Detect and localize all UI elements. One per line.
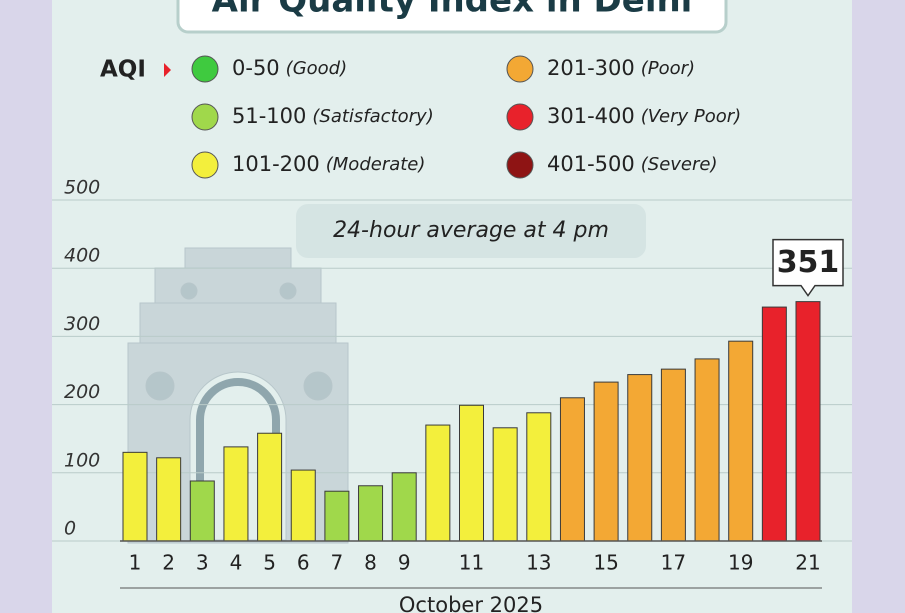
x-tick-label: 17 <box>661 551 686 575</box>
legend-label: (Poor) <box>641 58 695 79</box>
legend-range: 0-50 <box>232 56 280 80</box>
x-tick-label: 9 <box>398 551 411 575</box>
bar <box>593 381 619 542</box>
bar <box>223 446 249 542</box>
x-tick-label: 3 <box>196 551 209 575</box>
y-tick-label: 0 <box>64 518 76 540</box>
bar <box>358 485 384 542</box>
legend-swatch <box>191 151 219 179</box>
bar <box>559 397 585 542</box>
legend-swatch <box>191 55 219 83</box>
x-tick-label: 1 <box>129 551 142 575</box>
x-tick-label: 7 <box>331 551 344 575</box>
bar <box>492 427 518 542</box>
bar <box>459 404 484 542</box>
x-tick-label: 8 <box>364 551 377 575</box>
legend-swatch <box>506 103 534 131</box>
bar <box>391 472 417 542</box>
x-tick-label: 11 <box>459 551 484 575</box>
x-tick-label: 6 <box>297 551 310 575</box>
legend-entry: 101-200 (Moderate) <box>232 152 425 176</box>
bar <box>324 490 350 542</box>
y-tick-label: 500 <box>64 177 100 199</box>
legend-entry: 51-100 (Satisfactory) <box>232 104 434 128</box>
y-tick-label: 300 <box>64 313 100 335</box>
bar <box>795 301 821 542</box>
legend-title: AQI <box>100 57 146 83</box>
y-tick-label: 200 <box>64 381 100 403</box>
legend-arrow <box>164 63 171 77</box>
bar <box>660 368 686 542</box>
annotation-box <box>296 204 646 258</box>
legend-range: 101-200 <box>232 152 320 176</box>
bar <box>425 424 451 542</box>
legend-swatch <box>191 103 219 131</box>
x-tick-label: 15 <box>593 551 618 575</box>
annotation: 24-hour average at 4 pm <box>333 218 609 243</box>
x-tick-label: 4 <box>230 551 243 575</box>
x-tick-label: 13 <box>526 551 551 575</box>
x-axis-label: October 2025 <box>399 593 543 613</box>
legend-range: 51-100 <box>232 104 306 128</box>
bar <box>156 457 182 542</box>
legend-swatch <box>506 151 534 179</box>
bar <box>694 358 720 542</box>
x-tick-label: 19 <box>728 551 753 575</box>
legend-range: 401-500 <box>547 152 635 176</box>
bar <box>728 340 754 542</box>
bar <box>122 451 148 542</box>
chart-title: Air Quality Index in Delhi <box>212 0 693 21</box>
bar <box>290 469 316 542</box>
callout-box <box>772 238 844 297</box>
x-tick-label: 5 <box>263 551 276 575</box>
bar <box>257 432 283 542</box>
legend-entry: 201-300 (Poor) <box>547 56 695 80</box>
legend-swatch <box>506 55 534 83</box>
data-label: 351 <box>777 245 840 280</box>
title-box <box>176 0 728 34</box>
x-tick-label: 2 <box>162 551 175 575</box>
legend-label: (Severe) <box>641 154 718 175</box>
legend-label: (Moderate) <box>326 154 426 175</box>
legend-range: 201-300 <box>547 56 635 80</box>
legend-label: (Very Poor) <box>641 106 741 127</box>
bar <box>189 480 215 542</box>
legend-label: (Good) <box>286 58 347 79</box>
legend-label: (Satisfactory) <box>312 106 433 127</box>
y-tick-label: 100 <box>64 449 100 471</box>
legend-entry: 0-50 (Good) <box>232 56 347 80</box>
bar <box>627 374 653 542</box>
y-tick-label: 400 <box>64 245 100 267</box>
legend-entry: 401-500 (Severe) <box>547 152 718 176</box>
bar <box>761 306 787 542</box>
legend-range: 301-400 <box>547 104 635 128</box>
bar <box>526 412 552 542</box>
legend-entry: 301-400 (Very Poor) <box>547 104 741 128</box>
x-tick-label: 21 <box>795 551 820 575</box>
